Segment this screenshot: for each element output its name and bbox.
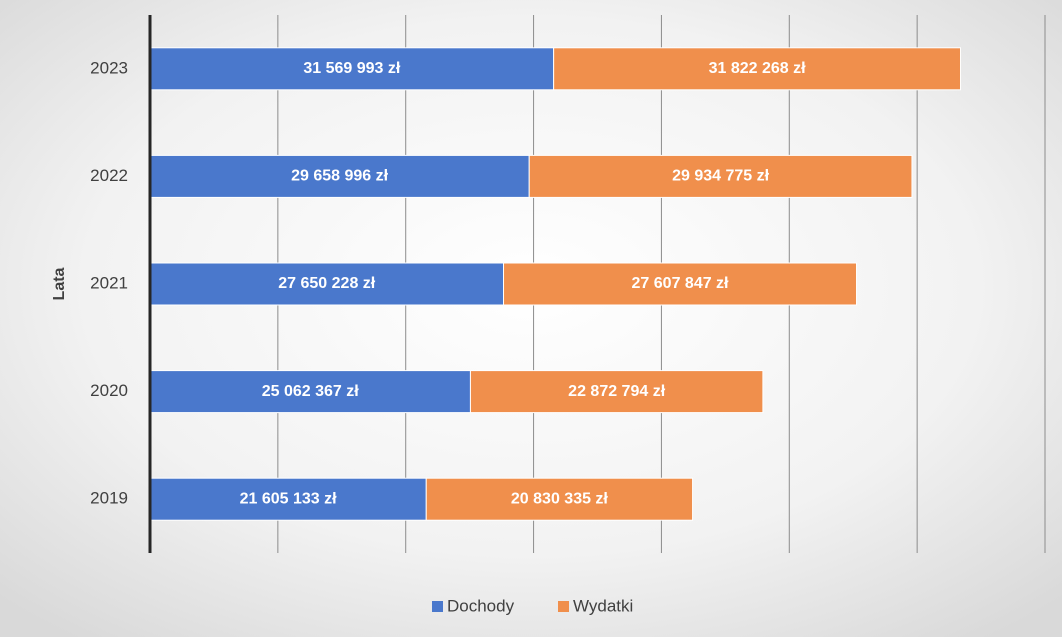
y-tick-label: 2023 [90,58,128,77]
y-axis-label: Lata [51,267,68,300]
value-label: 31 569 993 zł [303,60,401,77]
legend-label: Wydatki [573,596,633,615]
bar-segment [469,370,764,414]
bar-segment [149,154,530,198]
y-tick-label: 2021 [90,273,128,292]
value-label: 25 062 367 zł [262,383,360,400]
value-label: 29 658 996 zł [291,168,389,185]
bar-segment [425,477,694,521]
bar-segment [503,262,858,306]
value-label: 22 872 794 zł [568,383,666,400]
y-tick-label: 2019 [90,489,128,508]
value-label: 31 822 268 zł [709,60,807,77]
bar-segment [149,47,555,91]
legend-swatch [558,601,569,612]
value-label: 29 934 775 zł [672,168,770,185]
legend-label: Dochody [447,596,515,615]
value-label: 21 605 133 zł [240,490,338,507]
y-tick-label: 2020 [90,381,128,400]
legend-swatch [432,601,443,612]
bar-segment [553,47,962,91]
value-label: 27 650 228 zł [278,275,376,292]
y-tick-label: 2022 [90,166,128,185]
bar-segment [528,154,913,198]
value-label: 20 830 335 zł [511,490,609,507]
value-label: 27 607 847 zł [632,275,730,292]
